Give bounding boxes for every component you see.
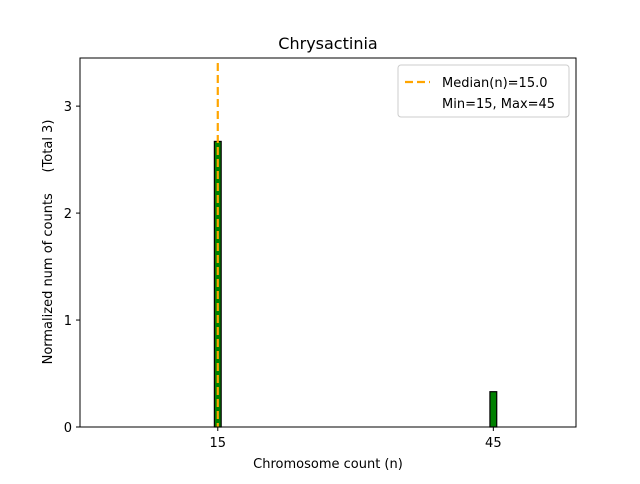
legend: Median(n)=15.0 Min=15, Max=45 [397, 64, 570, 118]
legend-entry-median: Median(n)=15.0 [442, 76, 548, 91]
y-axis-label: Normalized num of counts (Total 3) [41, 120, 56, 365]
x-tick-label: 15 [210, 436, 227, 451]
histogram-bar [489, 391, 498, 428]
y-tick-label: 0 [64, 421, 72, 436]
axes-frame [79, 57, 577, 428]
legend-entry-min-max: Min=15, Max=45 [442, 97, 555, 112]
x-axis-label: Chromosome count (n) [253, 457, 403, 472]
y-tick-label: 1 [64, 314, 72, 329]
chart-title: Chrysactinia [278, 34, 377, 53]
legend-box [397, 64, 570, 118]
y-tick-label: 2 [64, 207, 72, 222]
y-tick-label: 3 [64, 100, 72, 115]
plot-area: 15 45 0 1 2 3 [64, 57, 577, 451]
x-tick-label: 45 [485, 436, 502, 451]
